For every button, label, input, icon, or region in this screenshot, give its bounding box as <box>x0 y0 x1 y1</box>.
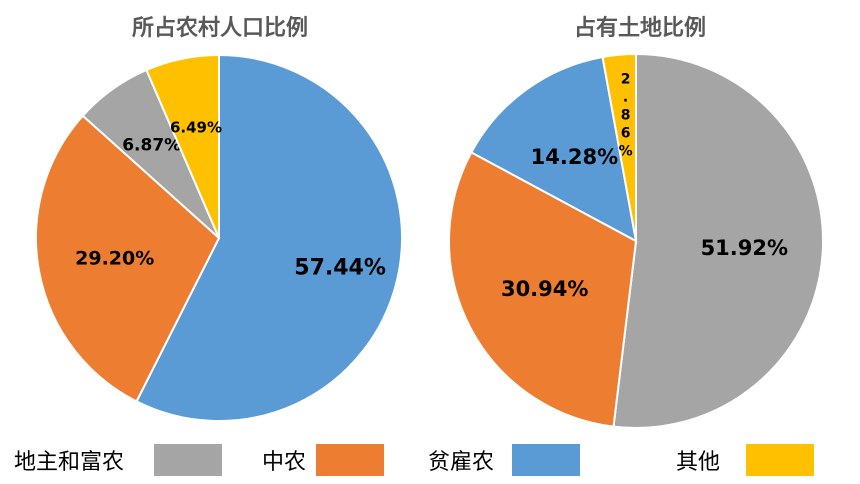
pie-slice <box>135 53 403 422</box>
data-label: 57.44% <box>294 256 386 281</box>
legend-label: 其他 <box>676 450 721 475</box>
legend-swatch <box>512 444 580 476</box>
chart-title-population: 所占农村人口比例 <box>131 16 308 41</box>
pie-slice <box>469 55 638 243</box>
legend-label: 地主和富农 <box>14 450 125 475</box>
data-label: 6.49% <box>170 118 222 136</box>
legend-swatch <box>316 444 384 476</box>
pie-slice <box>612 52 825 429</box>
legend-swatch <box>746 444 814 476</box>
chart-title-land: 占有土地比例 <box>573 16 706 41</box>
data-label: 14.28% <box>531 145 618 169</box>
pie-slice <box>35 114 221 403</box>
legend: 地主和富农 中农 贫雇农 其他 <box>0 438 860 484</box>
legend-label: 贫雇农 <box>428 450 495 475</box>
data-label: 30.94% <box>501 277 588 301</box>
data-label: 2. 8 6% <box>619 71 633 159</box>
legend-swatch <box>154 444 222 476</box>
legend-label: 中农 <box>262 450 307 475</box>
data-label: 51.92% <box>701 236 788 260</box>
pie-slice <box>145 53 220 239</box>
pie-slice <box>601 52 637 242</box>
data-label: 29.20% <box>75 248 154 270</box>
data-label: 6.87% <box>122 136 181 156</box>
pie-chart-population: 57.44% 29.20% 6.87%6.49% 51.92% 30.94% 14.28%… <box>35 52 825 429</box>
pie-slice <box>448 151 638 428</box>
